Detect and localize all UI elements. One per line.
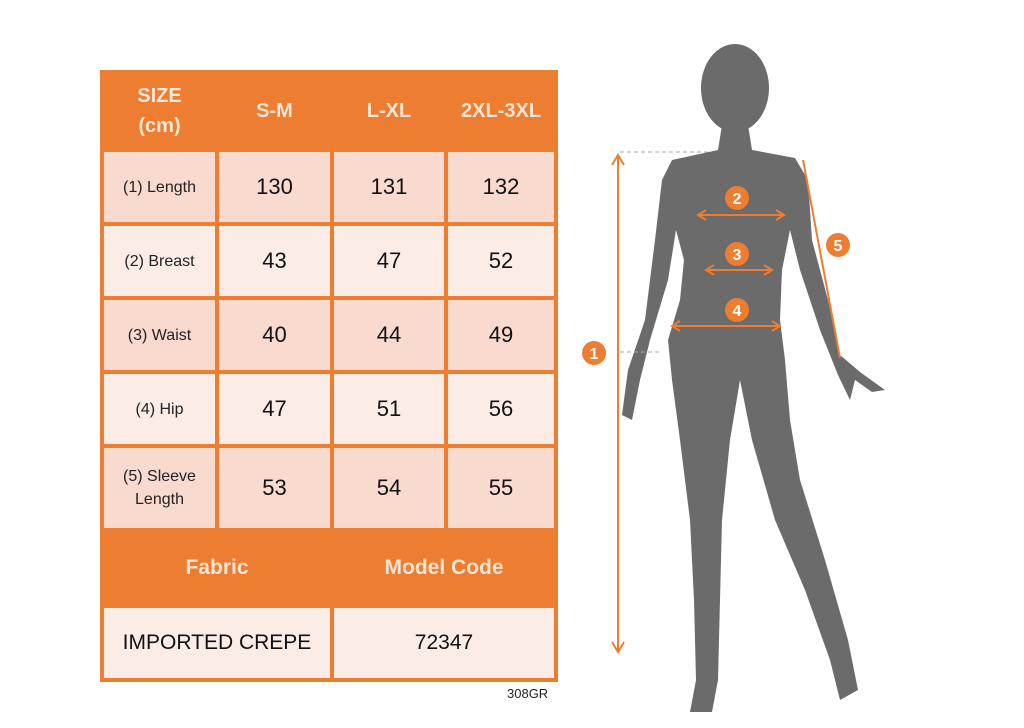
table-row: (5) Sleeve Length 53 54 55 xyxy=(102,446,556,530)
cell-value: 51 xyxy=(332,372,446,446)
cell-value: 47 xyxy=(332,224,446,298)
size-chart-table: SIZE (cm) S-M L-XL 2XL-3XL (1) Length 13… xyxy=(100,70,558,682)
model-code-value: 72347 xyxy=(332,606,556,680)
table-header: SIZE (cm) S-M L-XL 2XL-3XL xyxy=(102,72,556,150)
fabric-value: IMPORTED CREPE xyxy=(102,606,332,680)
cell-value: 56 xyxy=(446,372,556,446)
sleeve-arrow xyxy=(802,159,841,359)
model-code-header: Model Code xyxy=(332,530,556,606)
footer-header: Fabric Model Code xyxy=(102,530,556,606)
table-row: (3) Waist 40 44 49 xyxy=(102,298,556,372)
cell-value: 55 xyxy=(446,446,556,530)
row-label: (5) Sleeve Length xyxy=(102,446,217,530)
row-label: (4) Hip xyxy=(102,372,217,446)
header-s-m: S-M xyxy=(217,72,332,150)
marker-5: 5 xyxy=(834,238,843,255)
cell-value: 43 xyxy=(217,224,332,298)
cell-value: 130 xyxy=(217,150,332,224)
marker-4: 4 xyxy=(733,303,742,320)
silhouette-icon xyxy=(622,44,885,712)
marker-3: 3 xyxy=(733,247,742,264)
cell-value: 40 xyxy=(217,298,332,372)
cell-value: 47 xyxy=(217,372,332,446)
table-row: (1) Length 130 131 132 xyxy=(102,150,556,224)
marker-1: 1 xyxy=(590,346,599,363)
cell-value: 54 xyxy=(332,446,446,530)
table-row: (4) Hip 47 51 56 xyxy=(102,372,556,446)
cell-value: 53 xyxy=(217,446,332,530)
body-measurement-figure: 1 2 3 4 5 xyxy=(582,44,885,712)
row-label: (2) Breast xyxy=(102,224,217,298)
fabric-header: Fabric xyxy=(102,530,332,606)
row-label: (1) Length xyxy=(102,150,217,224)
header-l-xl: L-XL xyxy=(332,72,446,150)
marker-2: 2 xyxy=(733,191,742,208)
table-row: (2) Breast 43 47 52 xyxy=(102,224,556,298)
cell-value: 131 xyxy=(332,150,446,224)
cell-value: 44 xyxy=(332,298,446,372)
cell-value: 52 xyxy=(446,224,556,298)
row-label: (3) Waist xyxy=(102,298,217,372)
header-size: SIZE (cm) xyxy=(102,72,217,150)
header-2xl-3xl: 2XL-3XL xyxy=(446,72,556,150)
cell-value: 49 xyxy=(446,298,556,372)
product-code: 308GR xyxy=(507,686,549,701)
footer-values: IMPORTED CREPE 72347 xyxy=(102,606,556,680)
cell-value: 132 xyxy=(446,150,556,224)
